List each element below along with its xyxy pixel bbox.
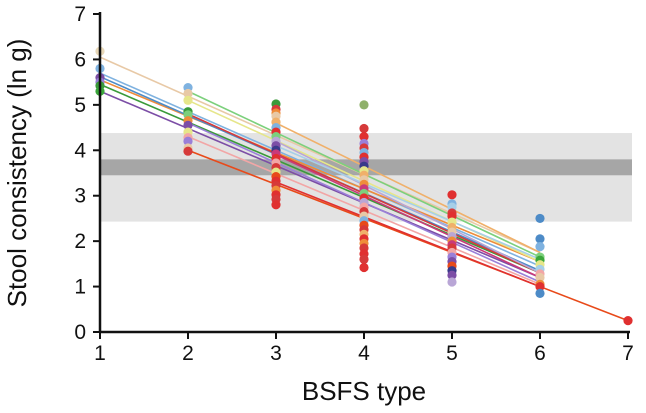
x-tick-label-4: 5 <box>446 342 458 365</box>
data-point-8 <box>183 95 193 105</box>
y-axis-title: Stool consistency (ln g) <box>2 39 32 308</box>
data-point-102 <box>623 316 633 326</box>
data-point-89 <box>447 277 457 287</box>
fit-line-13 <box>275 181 541 288</box>
data-point-88 <box>447 270 457 280</box>
x-axis-title: BSFS type <box>302 376 426 406</box>
data-point-71 <box>447 190 457 200</box>
data-point-98 <box>535 272 545 283</box>
data-points <box>95 46 633 326</box>
y-tick-label-1: 1 <box>74 276 86 299</box>
y-tick-label-6: 6 <box>74 48 86 71</box>
x-tick-label-0: 1 <box>94 342 106 365</box>
x-tick-label-5: 6 <box>534 342 546 365</box>
fit-line-0 <box>99 56 541 254</box>
x-tick-label-1: 2 <box>182 342 194 365</box>
x-tick-label-6: 7 <box>622 342 634 365</box>
fit-line-14 <box>275 122 541 254</box>
fit-line-12 <box>275 140 541 274</box>
data-point-69 <box>359 254 369 264</box>
fit-line-11 <box>187 149 629 322</box>
fit-line-15 <box>275 145 541 261</box>
axes <box>93 12 630 339</box>
data-point-17 <box>183 146 193 156</box>
y-tick-label-2: 2 <box>74 230 86 253</box>
data-point-101 <box>535 288 545 298</box>
y-tick-label-0: 0 <box>74 321 86 344</box>
data-point-40 <box>271 200 281 210</box>
x-tick-label-3: 4 <box>358 342 370 365</box>
data-point-90 <box>535 213 545 224</box>
fit-line-4 <box>99 79 541 263</box>
fit-line-16 <box>275 154 541 279</box>
fit-line-1 <box>99 72 541 267</box>
fit-line-2 <box>99 83 541 274</box>
y-tick-label-4: 4 <box>74 139 86 162</box>
data-point-100 <box>535 281 545 292</box>
data-point-43 <box>359 132 369 142</box>
data-point-91 <box>535 234 545 244</box>
y-tick-label-5: 5 <box>74 94 86 117</box>
y-tick-label-7: 7 <box>74 3 86 26</box>
data-point-7 <box>183 88 193 99</box>
y-tick-label-3: 3 <box>74 185 86 208</box>
data-point-15 <box>183 136 193 146</box>
x-tick-label-2: 3 <box>270 342 282 365</box>
data-point-12 <box>183 120 193 130</box>
data-point-70 <box>359 262 369 273</box>
data-point-42 <box>359 123 369 134</box>
data-point-92 <box>535 241 545 252</box>
fit-line-3 <box>99 90 541 279</box>
data-point-41 <box>359 100 369 110</box>
